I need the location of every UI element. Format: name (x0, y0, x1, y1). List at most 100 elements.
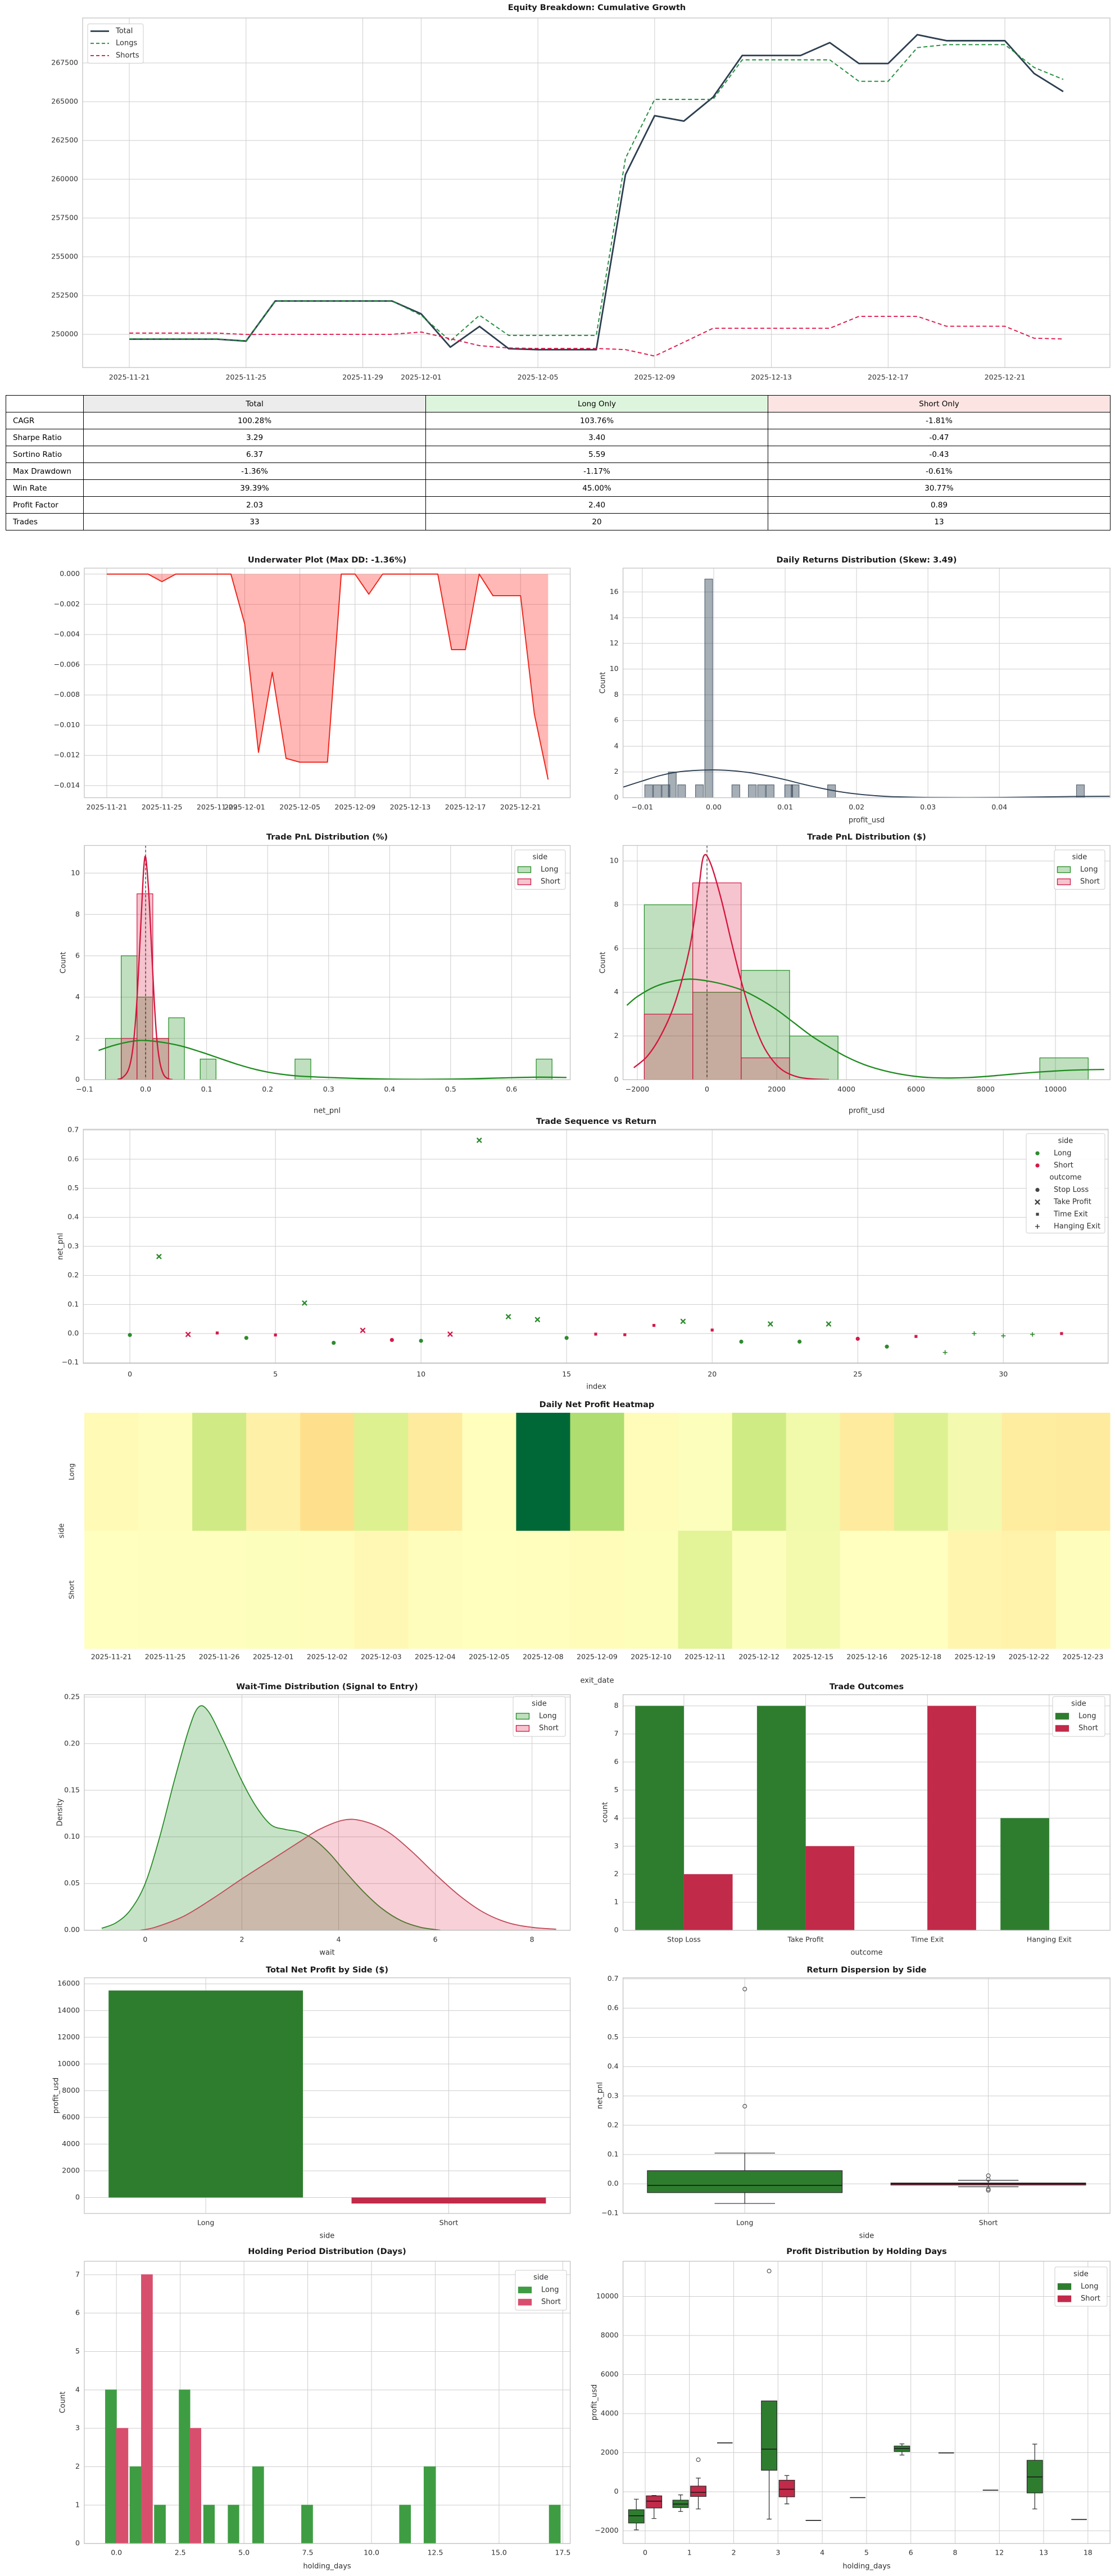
hist-returns (644, 578, 1085, 798)
hist-bar (695, 784, 704, 798)
x-tick-label: 2025-12-01 (401, 373, 442, 382)
panel-pnl-usd: Trade PnL Distribution ($) −2000 0 2000 4000… (599, 833, 1111, 1115)
box-group (647, 1987, 843, 2204)
outlier (986, 2188, 991, 2193)
hist-long (643, 904, 1089, 1080)
y-tick-label: 14 (610, 613, 619, 622)
hist-bar (423, 2466, 436, 2544)
heatmap-cell (786, 1413, 841, 1531)
x-tick-label: 25 (853, 1370, 862, 1378)
x-tick-label: 2025-11-21 (109, 373, 150, 382)
panel-trade-outcomes: Trade Outcomes Stop Loss Take Profit Time E… (601, 1682, 1111, 1957)
net-profit-side-ylabel: profit_usd (52, 2078, 61, 2114)
legend-title: side (533, 853, 548, 861)
x-tick-label: 2 (239, 1935, 244, 1944)
marker-square (710, 1328, 714, 1332)
legend-patch-sample (517, 866, 532, 873)
x-tick-label: 2025-12-04 (415, 1653, 456, 1661)
legend-box (1054, 850, 1105, 890)
wait-time-title: Wait-Time Distribution (Signal to Entry) (236, 1682, 418, 1691)
heatmap-cell (1055, 1413, 1111, 1531)
trade-sequence-spines (83, 1128, 1109, 1364)
heatmap-cell (354, 1413, 409, 1531)
trade-sequence-legend: side Long Short outcome Stop Loss Take Profit… (1026, 1133, 1105, 1233)
y-tick-label: 16 (610, 587, 619, 596)
y-tick-label: 0 (614, 1926, 619, 1934)
hist-bar (189, 2428, 202, 2544)
y-tick-label: 255000 (51, 252, 78, 260)
marker-x (534, 1317, 540, 1322)
x-tick-label: Take Profit (787, 1935, 823, 1944)
equity-title: Equity Breakdown: Cumulative Growth (508, 3, 686, 12)
heatmap-cell (678, 1531, 733, 1649)
legend-label: Long (1054, 1149, 1071, 1158)
y-tick-label: 0.00 (64, 1925, 80, 1934)
hist-bar (549, 2505, 561, 2544)
x-tick-label: 0.2 (262, 1085, 273, 1094)
y-tick-label: 4 (75, 992, 80, 1001)
net-profit-side-spines (84, 1977, 571, 2214)
hist-bar (643, 1014, 694, 1080)
pnl-pct-ylabel: Count (60, 952, 68, 974)
y-tick-label: 2 (75, 1033, 80, 1042)
metrics-row: Profit Factor 2.03 2.40 0.89 (6, 496, 1111, 514)
x-tick-label: 0.0 (111, 2548, 122, 2557)
x-tick-label: 15 (562, 1370, 571, 1378)
legend-patch-sample (1057, 878, 1071, 886)
trade-sequence-plot (128, 1137, 1063, 1355)
panel-heatmap: Daily Net Profit Heatmap 2025-11-21 2025-1… (58, 1400, 1111, 1685)
x-tick-label: Stop Loss (667, 1935, 701, 1944)
box-group (646, 2495, 663, 2519)
equity-legend: Total Longs Shorts (87, 24, 144, 64)
x-tick-label: 2025-11-25 (142, 803, 183, 811)
hist-bar (399, 2505, 411, 2544)
x-tick-label: 2025-12-09 (334, 803, 375, 811)
metrics-row: CAGR 100.28% 103.76% -1.81% (6, 412, 1111, 429)
x-tick-label: 0 (128, 1370, 132, 1378)
y-tick-label: 10 (610, 664, 619, 673)
y-tick-label: 257500 (51, 213, 78, 221)
pnl-pct-xlabel: net_pnl (314, 1107, 341, 1115)
daily-returns-spines (622, 568, 1111, 799)
legend-label: Total (115, 27, 133, 35)
y-tick-label: 7 (614, 1729, 619, 1738)
y-tick-label: 0.000 (60, 569, 80, 578)
hist-bar (789, 1035, 838, 1080)
hist-bar (121, 1038, 138, 1080)
metric-value: 100.28% (83, 412, 426, 429)
x-tick-label: 0 (705, 1085, 709, 1094)
y-tick-label: 10 (71, 868, 80, 877)
bars-long (635, 1706, 1049, 1930)
panel-return-dispersion: Return Dispersion by Side Long Short −0.1 0.… (596, 1966, 1111, 2241)
pnl-usd-xlabel: profit_usd (849, 1107, 885, 1115)
y-tick-label: −0.014 (54, 781, 80, 789)
x-tick-label: Long (197, 2219, 214, 2227)
bar (635, 1706, 684, 1930)
marker-circle (332, 1340, 336, 1345)
hist-bar (1039, 1057, 1089, 1080)
chart-rect (646, 2495, 663, 2509)
y-tick-label: −0.004 (54, 630, 80, 638)
wait-time-plot-area (84, 1694, 570, 1930)
metric-label: Sortino Ratio (6, 446, 84, 463)
x-tick-label: 0.04 (991, 803, 1007, 811)
legend-title: side (1071, 1700, 1086, 1708)
marker-x (360, 1327, 366, 1333)
kde-fill-long (101, 1706, 441, 1930)
x-tick-label: 2025-12-17 (868, 373, 909, 382)
x-tick-label: 2025-12-13 (751, 373, 792, 382)
trade-outcomes-spines (622, 1694, 1111, 1931)
heatmap-cell (192, 1413, 247, 1531)
metrics-col-header (6, 395, 84, 412)
net-profit-side-plot (108, 1990, 546, 2204)
y-tick-label: Long (67, 1463, 76, 1480)
legend-label: Longs (116, 39, 137, 48)
y-tick-label: 12000 (57, 2033, 80, 2041)
marker-plus (942, 1350, 948, 1355)
y-tick-label: 4 (75, 2385, 80, 2393)
x-tick-label: 4 (337, 1935, 341, 1944)
y-tick-label: 2000 (601, 2448, 619, 2456)
outlier (742, 1987, 747, 1992)
